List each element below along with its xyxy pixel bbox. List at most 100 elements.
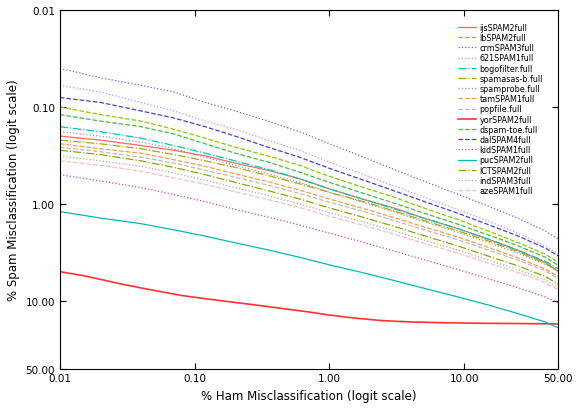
tamSPAM1full — [171, 158, 177, 163]
popfile.full — [296, 191, 303, 196]
Legend: ijsSPAM2full, lbSPAM2full, crmSPAM3full, 621SPAM1full, bogofilter.full, spamasas: ijsSPAM2full, lbSPAM2full, crmSPAM3full,… — [457, 22, 544, 197]
dalSPAM4full — [420, 199, 427, 204]
tamSPAM1full — [360, 207, 367, 211]
bogofilter.full — [484, 237, 491, 242]
bogofilter.full — [390, 207, 397, 211]
ijsSPAM2full — [231, 161, 238, 166]
azeSPAM1full — [420, 241, 427, 246]
tamSPAM1full — [231, 172, 238, 177]
kidSPAM1full — [202, 200, 209, 204]
lbSPAM2full — [360, 186, 367, 191]
azeSPAM1full — [326, 214, 333, 219]
ijsSPAM2full — [264, 169, 271, 173]
yorSPAM2full — [326, 313, 333, 318]
azeSPAM1full — [484, 261, 491, 265]
popfile.full — [326, 200, 333, 205]
ICTSPAM2full — [555, 282, 562, 287]
azeSPAM1full — [555, 288, 562, 292]
Line: yorSPAM2full: yorSPAM2full — [60, 272, 559, 324]
ICTSPAM2full — [420, 234, 427, 238]
ICTSPAM2full — [360, 216, 367, 220]
yorSPAM2full — [151, 288, 158, 293]
tamSPAM1full — [326, 197, 333, 202]
bogofilter.full — [514, 248, 521, 253]
621SPAM1full — [56, 84, 63, 89]
crmSPAM3full — [360, 155, 367, 160]
dspam-toe.full — [56, 113, 63, 118]
bogofilter.full — [137, 136, 144, 141]
kidSPAM1full — [326, 231, 333, 236]
azeSPAM1full — [56, 159, 63, 164]
ICTSPAM2full — [484, 254, 491, 259]
crmSPAM3full — [56, 67, 63, 72]
kidSPAM1full — [171, 193, 177, 198]
pucSPAM2full — [326, 263, 333, 267]
yorSPAM2full — [178, 293, 185, 298]
kidSPAM1full — [514, 285, 521, 290]
spamprobe.full — [231, 164, 238, 169]
popfile.full — [555, 276, 562, 281]
lbSPAM2full — [326, 175, 333, 180]
spamprobe.full — [514, 251, 521, 256]
indSPAM3full — [137, 164, 144, 169]
spamasas-b.full — [326, 191, 333, 196]
dspam-toe.full — [555, 263, 562, 268]
pucSPAM2full — [137, 222, 144, 227]
lbSPAM2full — [455, 218, 462, 222]
crmSPAM3full — [390, 167, 397, 172]
Line: lbSPAM2full: lbSPAM2full — [60, 108, 559, 263]
yorSPAM2full — [279, 306, 286, 311]
bogofilter.full — [555, 267, 562, 272]
yorSPAM2full — [56, 270, 63, 274]
spamprobe.full — [264, 172, 271, 177]
Line: dalSPAM4full: dalSPAM4full — [60, 98, 559, 256]
pucSPAM2full — [420, 286, 427, 291]
pucSPAM2full — [542, 320, 549, 325]
kidSPAM1full — [56, 173, 63, 178]
lbSPAM2full — [137, 119, 144, 124]
spamprobe.full — [420, 220, 427, 225]
dspam-toe.full — [514, 244, 521, 249]
621SPAM1full — [514, 231, 521, 236]
popfile.full — [171, 161, 177, 166]
tamSPAM1full — [455, 235, 462, 240]
dspam-toe.full — [137, 125, 144, 130]
crmSPAM3full — [484, 204, 491, 209]
Line: popfile.full: popfile.full — [60, 148, 559, 279]
popfile.full — [514, 258, 521, 263]
ICTSPAM2full — [326, 206, 333, 211]
dspam-toe.full — [97, 119, 104, 124]
crmSPAM3full — [455, 193, 462, 198]
dalSPAM4full — [202, 125, 209, 130]
lbSPAM2full — [97, 113, 104, 118]
azeSPAM1full — [264, 198, 271, 202]
ICTSPAM2full — [171, 166, 177, 171]
spamprobe.full — [137, 140, 144, 145]
spamprobe.full — [56, 130, 63, 135]
azeSPAM1full — [514, 270, 521, 275]
popfile.full — [542, 269, 549, 274]
spamprobe.full — [455, 230, 462, 235]
lbSPAM2full — [296, 164, 303, 169]
azeSPAM1full — [202, 182, 209, 187]
ijsSPAM2full — [137, 144, 144, 148]
Line: 621SPAM1full: 621SPAM1full — [60, 86, 559, 254]
dspam-toe.full — [390, 201, 397, 206]
yorSPAM2full — [226, 299, 233, 304]
pucSPAM2full — [231, 241, 238, 246]
azeSPAM1full — [390, 232, 397, 237]
spamprobe.full — [484, 240, 491, 245]
popfile.full — [202, 169, 209, 173]
popfile.full — [455, 238, 462, 243]
spamasas-b.full — [455, 229, 462, 234]
dalSPAM4full — [455, 211, 462, 216]
indSPAM3full — [390, 229, 397, 234]
crmSPAM3full — [326, 142, 333, 147]
popfile.full — [97, 150, 104, 155]
indSPAM3full — [97, 159, 104, 164]
azeSPAM1full — [97, 164, 104, 169]
spamasas-b.full — [231, 166, 238, 171]
Line: spamprobe.full: spamprobe.full — [60, 133, 559, 272]
kidSPAM1full — [555, 301, 562, 306]
tamSPAM1full — [137, 151, 144, 156]
